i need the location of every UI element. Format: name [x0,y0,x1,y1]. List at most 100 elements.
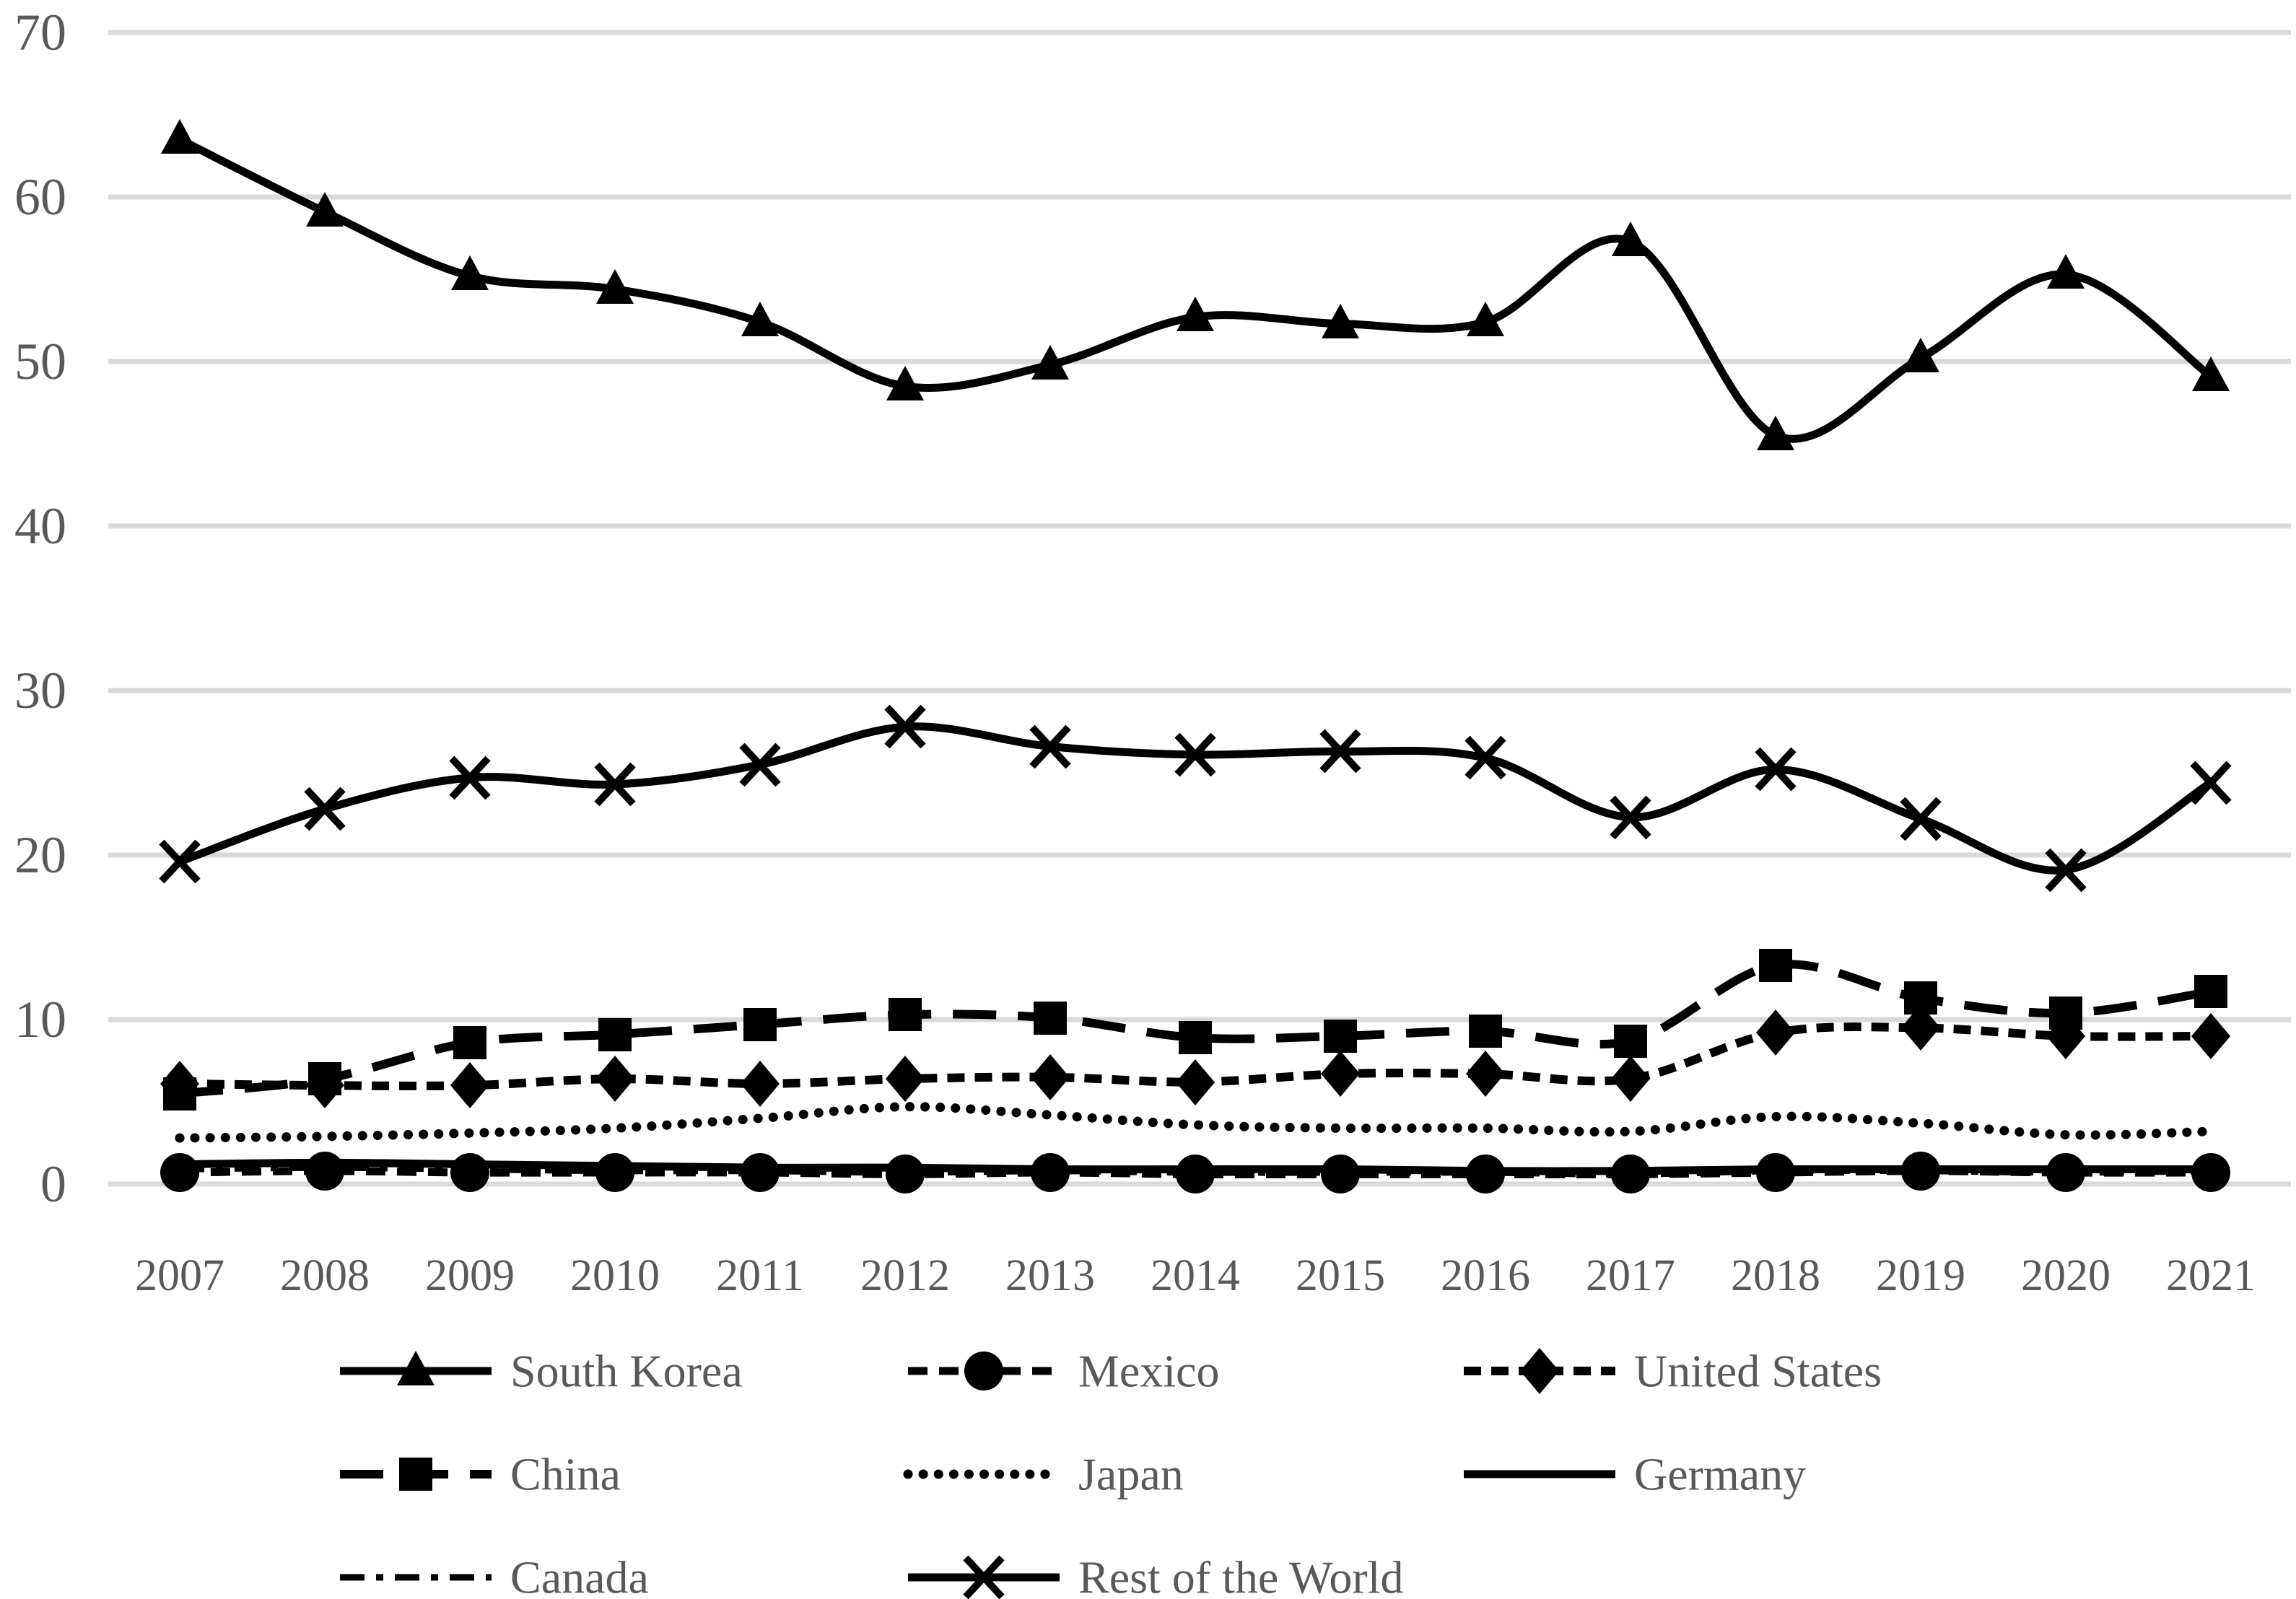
marker-mexico [2046,1153,2085,1192]
legend: South Korea Mexico United States China Japan… [340,1346,1882,1599]
series-line-japan [175,1102,2216,1143]
marker-united-states [741,1061,780,1107]
series-china [163,949,2227,1110]
marker-rest-of-the-world [1465,735,1506,780]
marker-south-korea [2192,356,2230,391]
marker-china [1469,1015,1502,1048]
marker-south-korea [161,119,198,154]
marker-mexico [450,1153,489,1192]
marker-china [2049,996,2082,1030]
y-tick-label: 30 [14,662,66,719]
legend-marker-china [399,1458,432,1491]
legend-label-germany: Germany [1634,1449,1806,1500]
legend-item-china: China [340,1449,621,1500]
series-line-china [179,960,2212,1098]
marker-south-korea [1177,297,1214,331]
marker-mexico [1321,1155,1360,1193]
marker-south-korea [1757,416,1794,450]
legend-item-rest-of-the-world: Rest of the World [908,1552,1404,1599]
marker-rest-of-the-world [884,704,926,749]
marker-rest-of-the-world [2190,761,2232,805]
series-line-canada [179,1164,2212,1178]
y-tick-label: 10 [14,991,66,1048]
legend-label-rest-of-the-world: Rest of the World [1078,1552,1404,1599]
marker-china [453,1026,486,1059]
marker-united-states [1756,1009,1795,1056]
x-tick-label: 2016 [1441,1251,1530,1300]
series-rest-of-the-world [159,704,2232,893]
marker-china [1614,1025,1647,1058]
marker-china [743,1008,777,1041]
marker-united-states [1031,1054,1070,1100]
marker-rest-of-the-world [449,755,491,800]
marker-united-states [2191,1013,2230,1059]
x-tick-label: 2009 [425,1251,515,1300]
legend-label-south-korea: South Korea [510,1346,743,1397]
marker-rest-of-the-world [1174,732,1216,777]
x-tick-label: 2019 [1876,1251,1965,1300]
x-tick-label: 2021 [2166,1251,2256,1300]
marker-china [1034,1002,1067,1035]
x-tick-label: 2012 [860,1251,950,1300]
marker-south-korea [1467,302,1504,336]
marker-rest-of-the-world [1319,729,1361,774]
marker-south-korea [1322,304,1359,338]
y-tick-label: 40 [14,497,66,555]
marker-rest-of-the-world [159,839,201,884]
x-tick-label: 2014 [1151,1251,1240,1300]
legend-marker-south-korea [397,1351,435,1385]
x-tick-label: 2017 [1586,1251,1675,1300]
series-line-rest-of-the-world [178,722,2213,875]
marker-china [1179,1021,1212,1054]
x-tick-label: 2020 [2021,1251,2111,1300]
marker-united-states [886,1056,925,1102]
marker-mexico [1611,1155,1650,1193]
x-tick-label: 2013 [1005,1251,1095,1300]
marker-rest-of-the-world [739,742,781,787]
legend-item-south-korea: South Korea [340,1346,743,1397]
marker-mexico [2191,1153,2230,1192]
marker-rest-of-the-world [1900,797,1942,841]
marker-mexico [1176,1155,1215,1193]
legend-label-japan: Japan [1078,1449,1184,1500]
series-canada [179,1164,2212,1178]
x-tick-label: 2015 [1296,1251,1385,1300]
marker-rest-of-the-world [304,787,346,831]
y-tick-label: 0 [40,1155,66,1213]
legend-item-japan: Japan [903,1449,1184,1500]
marker-mexico [741,1153,780,1192]
marker-mexico [886,1155,925,1193]
series-mexico [160,1152,2230,1193]
marker-united-states [1466,1051,1505,1097]
marker-china [1759,949,1792,982]
marker-south-korea [741,302,779,336]
legend-label-canada: Canada [510,1552,649,1599]
marker-china [1904,981,1937,1015]
series-south-korea [161,119,2230,450]
marker-united-states [1176,1059,1215,1105]
x-tick-label: 2008 [280,1251,370,1300]
marker-south-korea [596,269,634,304]
marker-china [308,1062,341,1095]
legend-label-mexico: Mexico [1078,1346,1220,1397]
marker-mexico [305,1152,344,1191]
marker-rest-of-the-world [1029,724,1071,769]
marker-mexico [1756,1153,1795,1192]
x-tick-label: 2007 [135,1251,224,1300]
legend-marker-rest-of-the-world [963,1555,1005,1599]
series-line-south-korea [178,136,2214,443]
marker-south-korea [1902,338,1939,372]
marker-mexico [595,1153,634,1192]
marker-south-korea [306,192,344,227]
y-axis-tick-labels: 0 10 20 30 40 50 60 70 [14,4,66,1213]
x-tick-label: 2010 [570,1251,660,1300]
marker-china [2194,975,2227,1008]
marker-rest-of-the-world [1755,747,1797,792]
x-tick-label: 2018 [1731,1251,1820,1300]
marker-china [598,1018,632,1051]
marker-south-korea [2047,254,2085,289]
legend-label-united-states: United States [1634,1346,1882,1397]
marker-united-states [1611,1056,1650,1102]
marker-united-states [1321,1051,1360,1097]
